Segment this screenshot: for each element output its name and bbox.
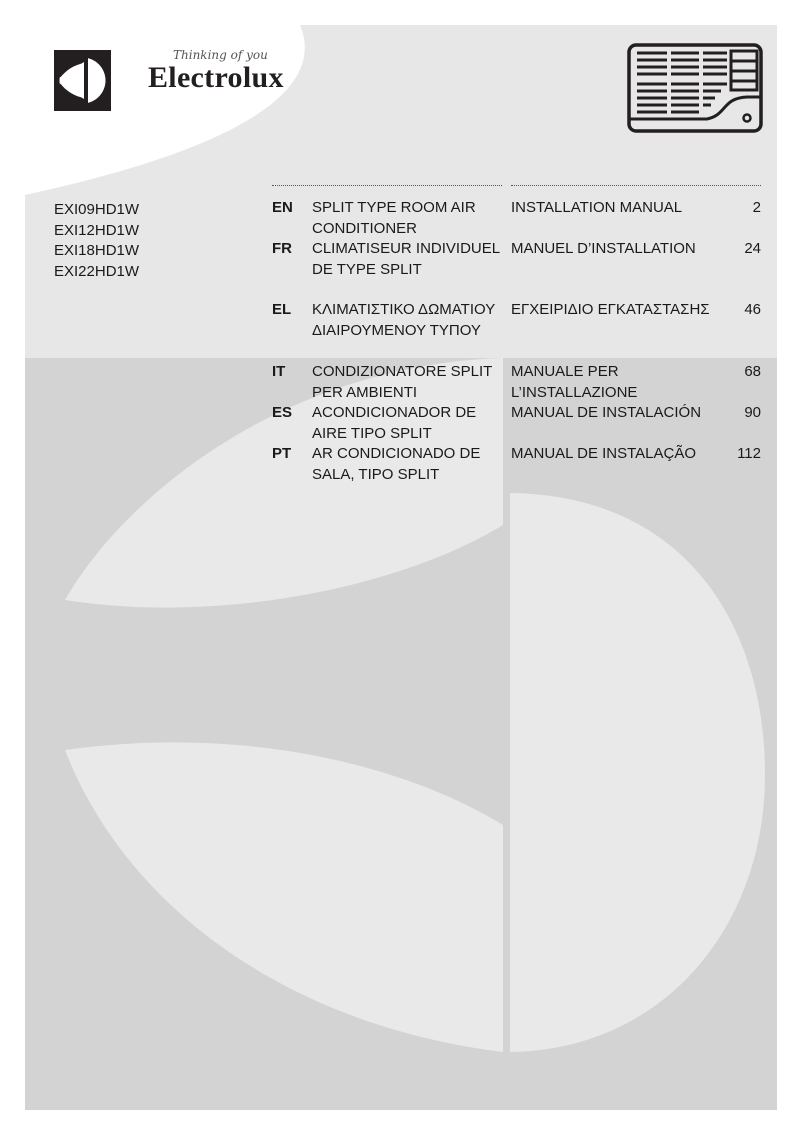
product-name: AR CONDICIONADO DE SALA, TIPO SPLIT (312, 445, 481, 483)
manual-title: MANUAL DE INSTALACIÓN (511, 404, 702, 421)
model-number: EXI18HD1W (54, 242, 140, 259)
product-name: SPLIT TYPE ROOM AIR CONDITIONER (312, 199, 476, 237)
product-name: CONDIZIONATORE SPLIT PER AMBIENTI (312, 363, 493, 401)
logo-half-circle (510, 493, 765, 1052)
page-number: 90 (744, 404, 761, 421)
model-number: EXI09HD1W (54, 201, 140, 218)
page-number: 24 (744, 240, 761, 257)
air-conditioner-icon (627, 43, 763, 133)
product-name: CLIMATISEUR INDIVIDUEL DE TYPE SPLIT (312, 240, 500, 278)
manual-title: MANUAL DE INSTALAÇÃO (511, 445, 697, 462)
manual-title: INSTALLATION MANUAL (511, 199, 683, 216)
model-number: EXI22HD1W (54, 262, 140, 280)
model-number: EXI12HD1W (54, 221, 140, 239)
page-number: 2 (752, 199, 761, 216)
language-code: ES (272, 404, 293, 421)
manual-title: MANUALE PER L’INSTALLAZIONE (511, 363, 638, 401)
manual-title: MANUEL D’INSTALLATION (511, 240, 696, 257)
language-code: PT (272, 445, 292, 462)
model-list: EXI09HD1W EXI12HD1W EXI18HD1W EXI22HD1W (54, 200, 139, 282)
logo-leaf-top-fill (65, 358, 503, 608)
divider (272, 185, 502, 186)
brand-name: Electrolux (148, 61, 284, 94)
cover-page: Thinking of you Electrolux EXI09HD1W EXI… (25, 25, 777, 1110)
language-code: FR (272, 240, 292, 257)
page-number: 68 (744, 363, 761, 380)
electrolux-logo-mark (54, 50, 111, 111)
manual-title: ΕΓΧΕΙΡΙΔΙΟ ΕΓΚΑΤΑΣΤΑΣΗΣ (511, 301, 710, 318)
language-code: EL (272, 301, 292, 318)
language-code: IT (272, 363, 286, 380)
brand-tagline: Thinking of you (173, 48, 268, 62)
product-name: ΚΛΙΜΑΤΙΣΤΙΚΟ ΔΩΜΑΤΙΟΥ ΔΙΑΙΡΟΥΜΕΝΟΥ ΤΥΠΟΥ (312, 301, 495, 339)
page-number: 112 (737, 445, 761, 462)
logo-leaf-bottom (65, 742, 503, 1052)
product-name: ACONDICIONADOR DE AIRE TIPO SPLIT (312, 404, 477, 442)
page-number: 46 (744, 301, 761, 318)
background-graphic (25, 25, 777, 1052)
language-code: EN (272, 199, 293, 216)
divider (511, 185, 761, 186)
